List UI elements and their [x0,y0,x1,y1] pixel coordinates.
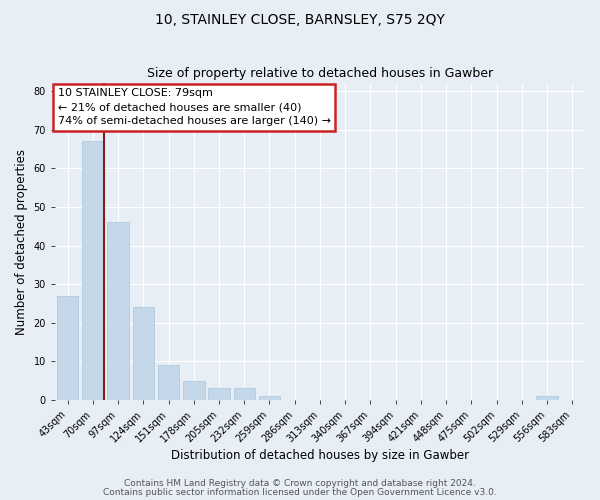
Bar [536,396,558,400]
Text: 10, STAINLEY CLOSE, BARNSLEY, S75 2QY: 10, STAINLEY CLOSE, BARNSLEY, S75 2QY [155,12,445,26]
Bar [183,380,205,400]
Bar [133,308,154,400]
X-axis label: Distribution of detached houses by size in Gawber: Distribution of detached houses by size … [171,450,469,462]
Y-axis label: Number of detached properties: Number of detached properties [15,148,28,334]
Bar [233,388,255,400]
Text: 10 STAINLEY CLOSE: 79sqm
← 21% of detached houses are smaller (40)
74% of semi-d: 10 STAINLEY CLOSE: 79sqm ← 21% of detach… [58,88,331,126]
Title: Size of property relative to detached houses in Gawber: Size of property relative to detached ho… [147,66,493,80]
Text: Contains public sector information licensed under the Open Government Licence v3: Contains public sector information licen… [103,488,497,497]
Bar [57,296,79,400]
Bar [82,142,104,400]
Text: Contains HM Land Registry data © Crown copyright and database right 2024.: Contains HM Land Registry data © Crown c… [124,479,476,488]
Bar [208,388,230,400]
Bar [259,396,280,400]
Bar [158,366,179,400]
Bar [107,222,129,400]
